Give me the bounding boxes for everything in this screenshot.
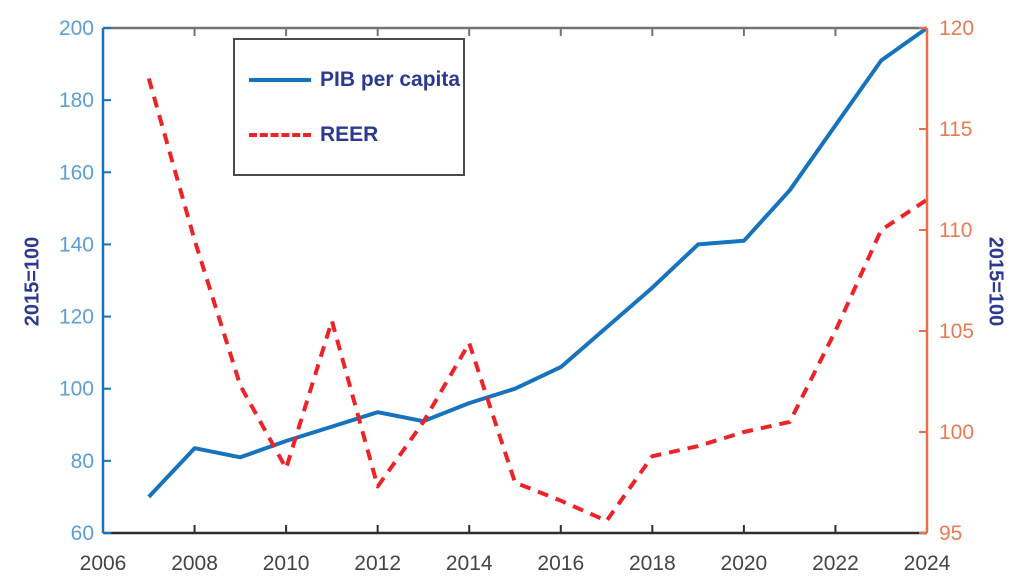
right-y-tick-label: 120 bbox=[939, 17, 974, 40]
left-y-tick-label: 120 bbox=[59, 306, 94, 329]
series-line-pib-per-capita bbox=[147, 26, 929, 499]
legend-swatch-solid-line bbox=[249, 77, 311, 82]
legend-entry-pib: PIB per capita bbox=[249, 68, 463, 92]
x-tick-label: 2016 bbox=[537, 552, 584, 575]
x-tick-label: 2014 bbox=[446, 552, 493, 575]
legend-label-pib: PIB per capita bbox=[320, 67, 461, 91]
x-tick-label: 2008 bbox=[171, 552, 218, 575]
left-y-tick-label: 100 bbox=[59, 378, 94, 401]
x-tick-label: 2022 bbox=[812, 552, 859, 575]
x-tick-label: 2010 bbox=[263, 552, 310, 575]
left-y-tick-label: 160 bbox=[59, 161, 94, 184]
right-y-tick-label: 115 bbox=[939, 118, 972, 141]
x-tick-label: 2020 bbox=[721, 552, 768, 575]
left-y-tick-label: 140 bbox=[59, 233, 94, 256]
left-y-tick-label: 60 bbox=[71, 522, 94, 545]
x-tick-label: 2006 bbox=[80, 552, 127, 575]
legend-label-reer: REER bbox=[320, 122, 379, 146]
legend: PIB per capita REER bbox=[233, 38, 465, 176]
left-y-tick-label: 180 bbox=[59, 89, 94, 112]
right-y-tick-label: 110 bbox=[939, 219, 972, 242]
right-y-tick-label: 95 bbox=[939, 522, 962, 545]
x-tick-label: 2018 bbox=[629, 552, 676, 575]
right-y-tick-label: 100 bbox=[939, 421, 974, 444]
x-tick-label: 2024 bbox=[904, 552, 951, 575]
legend-swatch-dashed-line bbox=[249, 132, 311, 137]
series-line-reer bbox=[146, 77, 929, 523]
right-y-tick-label: 105 bbox=[939, 320, 974, 343]
left-y-tick-label: 200 bbox=[59, 17, 94, 40]
legend-entry-reer: REER bbox=[249, 123, 463, 147]
x-tick-label: 2012 bbox=[354, 552, 401, 575]
left-y-tick-label: 80 bbox=[71, 450, 94, 473]
